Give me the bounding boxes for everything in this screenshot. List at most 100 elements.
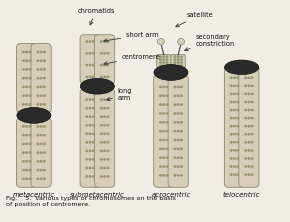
Circle shape	[86, 167, 88, 168]
Circle shape	[174, 131, 176, 132]
Circle shape	[44, 126, 45, 127]
Circle shape	[160, 122, 161, 123]
Circle shape	[26, 60, 28, 61]
Circle shape	[29, 86, 31, 87]
Circle shape	[174, 113, 176, 114]
Circle shape	[160, 56, 161, 57]
Circle shape	[29, 51, 31, 53]
Circle shape	[40, 169, 42, 171]
Circle shape	[160, 148, 161, 150]
Circle shape	[251, 93, 253, 95]
Circle shape	[23, 69, 24, 70]
Text: Fig.    5.  Various types of chromosomes on the basis
of position of centromere.: Fig. 5. Various types of chromosomes on …	[6, 196, 176, 207]
Circle shape	[23, 51, 24, 53]
Circle shape	[44, 152, 45, 153]
Circle shape	[40, 126, 42, 127]
Circle shape	[40, 161, 42, 162]
Circle shape	[37, 178, 39, 179]
Circle shape	[86, 116, 88, 117]
Circle shape	[245, 174, 246, 175]
Circle shape	[93, 107, 94, 109]
Circle shape	[248, 125, 250, 127]
Circle shape	[37, 104, 39, 105]
Circle shape	[89, 142, 91, 143]
Circle shape	[251, 166, 253, 167]
Circle shape	[245, 142, 246, 143]
Circle shape	[177, 122, 179, 123]
Circle shape	[166, 166, 168, 167]
Circle shape	[181, 139, 182, 141]
Circle shape	[23, 95, 24, 96]
Circle shape	[234, 174, 235, 175]
Circle shape	[230, 125, 232, 127]
Circle shape	[177, 175, 179, 176]
Circle shape	[230, 93, 232, 95]
Circle shape	[237, 77, 239, 78]
FancyBboxPatch shape	[95, 35, 115, 84]
Circle shape	[89, 41, 91, 42]
Circle shape	[237, 85, 239, 87]
Circle shape	[93, 99, 94, 100]
Circle shape	[104, 64, 106, 66]
Circle shape	[181, 62, 182, 63]
Circle shape	[251, 125, 253, 127]
Circle shape	[174, 122, 176, 123]
Circle shape	[177, 104, 179, 105]
Circle shape	[107, 107, 109, 109]
Circle shape	[89, 107, 91, 109]
Circle shape	[234, 158, 235, 159]
Circle shape	[100, 133, 102, 135]
Circle shape	[37, 95, 39, 96]
Circle shape	[251, 101, 253, 103]
Circle shape	[181, 148, 182, 150]
Circle shape	[181, 59, 182, 60]
Circle shape	[40, 104, 42, 105]
Circle shape	[237, 109, 239, 111]
Circle shape	[26, 152, 28, 153]
Ellipse shape	[17, 107, 51, 123]
Circle shape	[89, 159, 91, 160]
Circle shape	[23, 60, 24, 61]
Circle shape	[26, 77, 28, 79]
Circle shape	[181, 95, 182, 97]
FancyBboxPatch shape	[31, 118, 51, 187]
Circle shape	[89, 133, 91, 135]
Circle shape	[174, 86, 176, 88]
Circle shape	[40, 152, 42, 153]
Circle shape	[177, 157, 179, 158]
Circle shape	[181, 113, 182, 114]
Circle shape	[100, 176, 102, 177]
Circle shape	[40, 77, 42, 79]
Circle shape	[230, 109, 232, 111]
Circle shape	[40, 69, 42, 70]
Circle shape	[29, 95, 31, 96]
FancyBboxPatch shape	[17, 118, 37, 187]
Circle shape	[177, 113, 179, 114]
Circle shape	[26, 178, 28, 179]
Circle shape	[26, 169, 28, 171]
Circle shape	[93, 76, 94, 77]
Circle shape	[166, 59, 168, 60]
Circle shape	[163, 104, 165, 105]
Circle shape	[107, 76, 109, 77]
Circle shape	[174, 139, 176, 141]
Circle shape	[107, 53, 109, 54]
Circle shape	[29, 152, 31, 153]
Circle shape	[251, 85, 253, 87]
Circle shape	[237, 101, 239, 103]
Circle shape	[163, 65, 165, 66]
Circle shape	[93, 167, 94, 168]
Circle shape	[166, 95, 168, 97]
Circle shape	[248, 150, 250, 151]
Circle shape	[181, 131, 182, 132]
Circle shape	[40, 95, 42, 96]
Circle shape	[251, 77, 253, 78]
Circle shape	[40, 60, 42, 61]
Circle shape	[163, 139, 165, 141]
Circle shape	[100, 41, 102, 42]
Circle shape	[29, 126, 31, 127]
Circle shape	[181, 122, 182, 123]
Circle shape	[163, 86, 165, 88]
Circle shape	[26, 69, 28, 70]
Circle shape	[248, 109, 250, 111]
